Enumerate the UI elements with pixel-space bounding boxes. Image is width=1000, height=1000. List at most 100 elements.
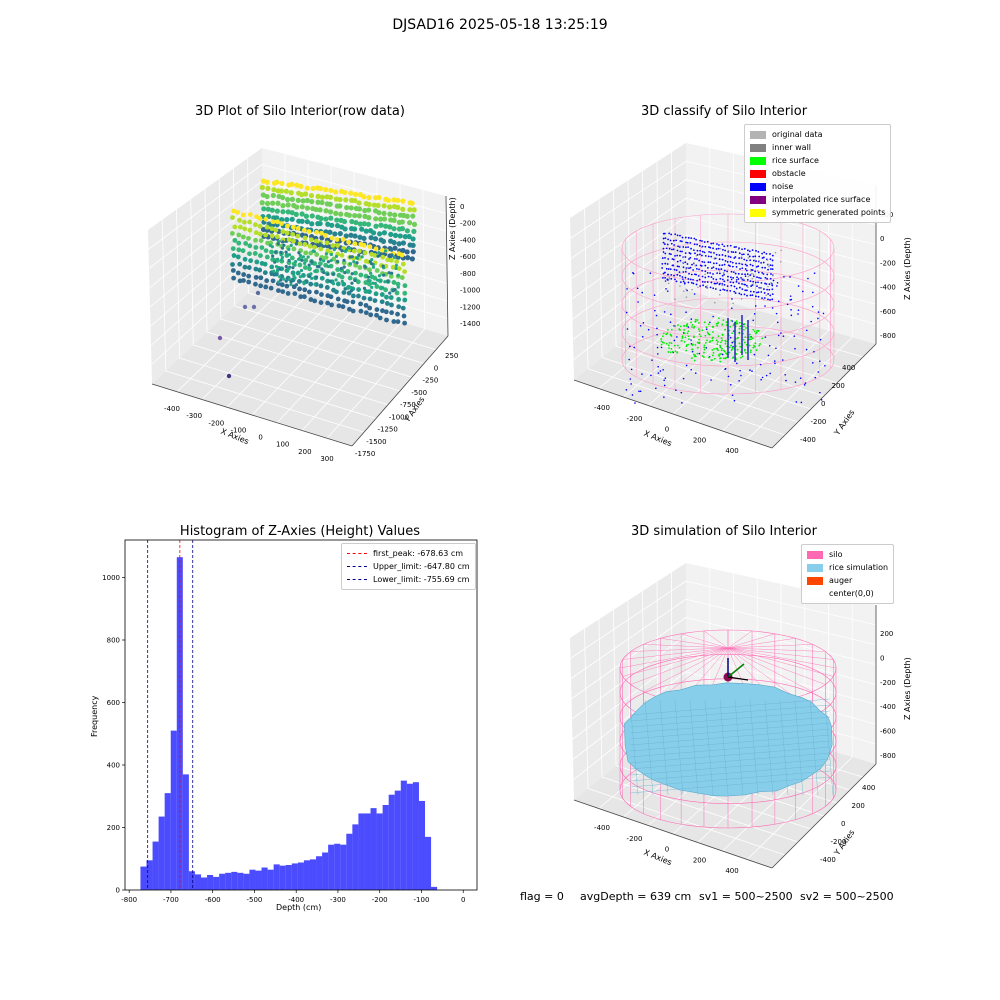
raw-point — [366, 278, 370, 283]
histogram-bar — [170, 730, 177, 890]
raw-grid — [276, 314, 379, 424]
classify-noise-point — [746, 294, 748, 297]
classify-original-point — [702, 281, 705, 283]
raw-point — [279, 278, 283, 282]
classify-noise-point — [692, 278, 694, 281]
classify-noise-point — [686, 263, 689, 265]
classify-rice-point — [728, 346, 731, 349]
raw-point — [367, 305, 373, 311]
classify-noise-point — [812, 362, 814, 364]
raw-point — [405, 255, 411, 261]
classify-original-point — [682, 261, 685, 264]
raw-point — [327, 209, 334, 215]
classify-original-point — [704, 273, 706, 276]
simulation-grid — [571, 617, 687, 700]
classify-noise-point — [764, 336, 767, 338]
classify-rice-point — [711, 339, 714, 342]
classify-rice-point — [711, 349, 714, 351]
raw-point — [347, 275, 353, 281]
raw-point — [259, 200, 265, 206]
raw-point — [294, 204, 300, 210]
classify-noise-point — [708, 250, 710, 253]
simulation-legend-item: center(0,0) — [807, 587, 888, 600]
raw-outlier-point — [255, 290, 261, 296]
classify-noise-point — [651, 359, 653, 361]
histogram-bar — [158, 816, 165, 890]
classify-rice-point — [697, 342, 700, 344]
simulation-rice-mesh — [749, 699, 759, 796]
raw-point — [411, 228, 417, 234]
simulation-silo-roof-wire — [727, 647, 834, 660]
histogram-bar — [358, 813, 365, 890]
classify-noise-point — [669, 239, 672, 242]
classify-noise-point — [813, 350, 815, 353]
classify-rice-point — [684, 336, 687, 339]
raw-point — [293, 263, 297, 267]
classify-noise-point — [690, 281, 693, 284]
classify-rice-point — [674, 325, 677, 327]
raw-point — [374, 312, 379, 318]
classify-noise-point — [763, 288, 765, 290]
raw-point — [373, 246, 379, 252]
raw-point — [355, 261, 359, 265]
raw-point — [385, 257, 391, 263]
classify-noise-point — [777, 300, 780, 303]
raw-point — [253, 222, 258, 228]
raw-point — [280, 289, 286, 294]
classify-rice-point — [724, 328, 726, 331]
histogram-bar — [340, 844, 347, 890]
classify-noise-point — [666, 263, 669, 265]
raw-point — [323, 255, 329, 260]
classify-rice-point — [711, 359, 714, 362]
classify-rice-point — [718, 317, 720, 320]
raw-point — [285, 202, 291, 208]
figure-title: DJSAD16 2025-05-18 13:25:19 — [392, 17, 608, 33]
classify-original-point — [756, 270, 759, 272]
classify-noise-point — [741, 273, 743, 275]
raw-point — [386, 279, 390, 283]
raw-point — [284, 250, 288, 254]
raw-point — [392, 245, 398, 251]
classify-noise-point — [738, 380, 740, 382]
raw-point — [387, 224, 393, 230]
classify-noise-point — [650, 374, 652, 377]
raw-point — [343, 287, 347, 291]
raw-point — [308, 281, 314, 287]
raw-point — [253, 266, 259, 272]
classify-noise-point — [673, 268, 676, 271]
classify-original-point — [740, 262, 742, 265]
raw-point — [352, 241, 358, 247]
raw-point — [361, 242, 367, 248]
raw-point — [262, 270, 268, 276]
raw-point — [303, 191, 309, 197]
raw-point — [389, 310, 395, 316]
raw-point — [269, 272, 274, 276]
classify-original-point — [668, 278, 671, 280]
raw-point — [393, 288, 397, 292]
classify-rice-point — [670, 347, 673, 350]
raw-y-tick: -1750 — [355, 450, 375, 458]
raw-point — [356, 293, 361, 299]
raw-point — [241, 219, 247, 225]
simulation-silo-roof-wire — [727, 647, 834, 677]
classify-noise-point — [810, 320, 812, 323]
simulation-silo-roof-wire — [727, 647, 826, 685]
raw-point — [346, 286, 350, 290]
classify-noise-point — [790, 308, 792, 311]
simulation-x-tick: 0 — [665, 846, 669, 854]
classify-rice-point — [717, 335, 720, 338]
classify-noise-point — [682, 377, 685, 380]
classify-original-point — [779, 260, 782, 263]
histogram-bar — [316, 856, 323, 890]
raw-point — [370, 230, 377, 236]
classify-rice-point — [711, 326, 714, 329]
raw-point — [410, 236, 416, 242]
raw-point — [329, 252, 333, 257]
classify-noise-point — [737, 272, 740, 275]
classify-noise-point — [747, 253, 749, 256]
classify-rice-point — [703, 344, 706, 347]
classify-noise-point — [693, 243, 696, 246]
classify-legend-swatch — [750, 130, 766, 139]
classify-noise-point — [802, 290, 804, 293]
classify-noise-point — [698, 259, 701, 262]
